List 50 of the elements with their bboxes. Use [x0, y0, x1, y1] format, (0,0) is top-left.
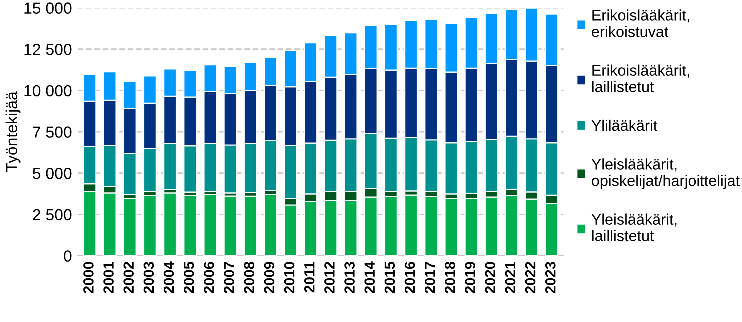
x-tick-label: 2011 [304, 262, 315, 293]
bar [123, 198, 137, 256]
x-tick-label: 2007 [224, 262, 234, 294]
y-tick-label: 15 000 [24, 2, 72, 14]
bar [244, 196, 258, 256]
bar [464, 198, 478, 256]
x-tick-label: 2019 [465, 262, 476, 294]
bar [204, 194, 218, 256]
bar [404, 194, 418, 256]
legend-label: Ylilääkärit [592, 120, 658, 132]
y-tick-label: 7 500 [33, 126, 72, 138]
x-tick-label: 2015 [384, 262, 396, 294]
x-tick-label: 2004 [164, 262, 174, 294]
y-axis-title: Työntekijää [6, 92, 21, 172]
x-tick-label: 2013 [344, 262, 355, 294]
x-tick-label: 2020 [485, 262, 496, 294]
x-tick-label: 2006 [204, 262, 214, 294]
x-tick-label: 2023 [545, 262, 556, 294]
x-tick-label: 2000 [84, 262, 94, 294]
bar [424, 196, 438, 256]
x-tick-label: 2022 [525, 262, 536, 294]
y-tick-label: 10 000 [24, 85, 72, 97]
x-tick-label: 2003 [144, 262, 154, 294]
legend-label: Yleislääkärit, opiskelijat/harjoittelijat [592, 158, 740, 190]
x-tick-label: 2002 [124, 262, 134, 294]
y-tick-label: 12 500 [24, 44, 72, 56]
y-tick-label: 0 [64, 250, 72, 262]
bar [143, 195, 157, 256]
x-tick-label: 2010 [284, 262, 295, 294]
x-tick-label: 2001 [104, 262, 114, 294]
bar [444, 198, 458, 256]
x-tick-label: 2009 [264, 262, 275, 294]
legend-label: Erikoislääkärit, laillistetut [592, 64, 690, 92]
y-tick-label: 5 000 [33, 168, 72, 180]
bar [384, 196, 398, 256]
bar [224, 196, 238, 256]
legend-label: Erikoislääkärit, erikoistuvat [592, 10, 690, 38]
x-tick-label: 2017 [424, 262, 436, 294]
x-tick-label: 2014 [364, 262, 376, 294]
x-tick-label: 2008 [244, 262, 255, 294]
legend-label: Yleislääkärit, laillistetut [592, 214, 677, 242]
bar [264, 194, 278, 256]
bar [164, 192, 178, 256]
x-tick-label: 2016 [404, 262, 416, 294]
y-tick-label: 2 500 [33, 209, 72, 221]
x-tick-label: 2005 [184, 262, 194, 294]
bar [184, 195, 198, 256]
x-tick-label: 2021 [505, 262, 516, 294]
x-tick-label: 2018 [445, 262, 456, 294]
x-tick-label: 2012 [324, 262, 335, 294]
